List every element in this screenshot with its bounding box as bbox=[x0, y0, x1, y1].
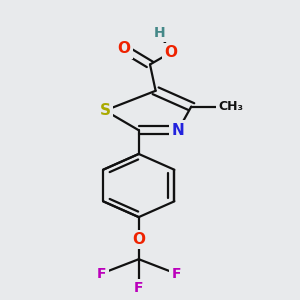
Text: F: F bbox=[172, 267, 181, 281]
Text: F: F bbox=[97, 267, 106, 281]
Text: S: S bbox=[100, 103, 110, 118]
Text: N: N bbox=[172, 123, 184, 138]
Text: CH₃: CH₃ bbox=[218, 100, 243, 113]
Text: H: H bbox=[154, 26, 165, 40]
Text: O: O bbox=[132, 232, 145, 247]
Text: F: F bbox=[134, 281, 143, 295]
Text: O: O bbox=[117, 41, 130, 56]
Text: O: O bbox=[164, 45, 177, 60]
